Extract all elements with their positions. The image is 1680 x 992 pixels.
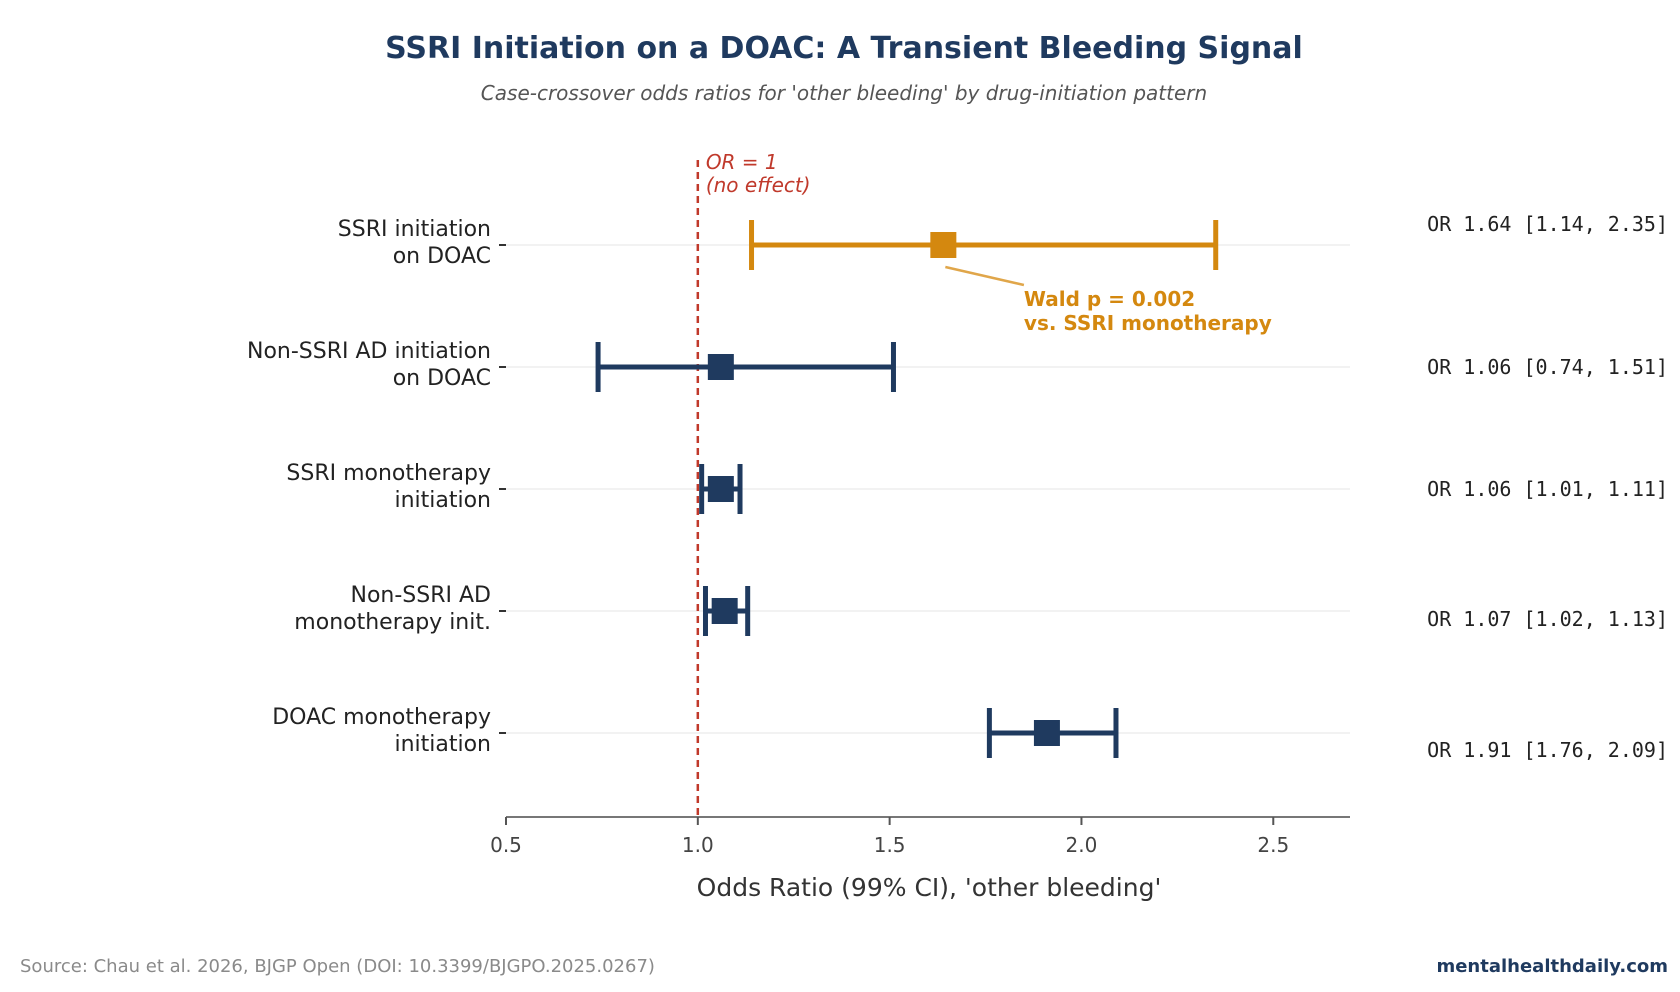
chart-subtitle: Case-crossover odds ratios for 'other bl…: [481, 81, 1207, 105]
category-label: Non-SSRI AD initiation on DOAC: [247, 339, 491, 391]
x-tick-label: 2.0: [1066, 833, 1098, 857]
category-label: SSRI monotherapy initiation: [286, 461, 491, 513]
point-estimate-marker: [930, 232, 957, 258]
point-estimate-marker: [707, 354, 734, 380]
point-estimate-marker: [711, 598, 738, 624]
annotation-wald-p: Wald p = 0.002: [1024, 287, 1195, 311]
point-estimate-marker: [1033, 720, 1060, 746]
x-tick-label: 0.5: [490, 833, 522, 857]
or-value-label: OR 1.07 [1.02, 1.13]: [1427, 607, 1668, 631]
category-label-line2: monotherapy init.: [294, 610, 491, 635]
brand-link[interactable]: mentalhealthdaily.com: [1436, 956, 1668, 977]
annotation-group: Wald p = 0.002 vs. SSRI monotherapy: [945, 265, 1272, 335]
annotation-leader-line: [945, 265, 1025, 287]
x-tick-label: 1.0: [682, 833, 714, 857]
category-label: SSRI initiation on DOAC: [338, 217, 491, 269]
chart-title: SSRI Initiation on a DOAC: A Transient B…: [385, 31, 1303, 66]
x-tick-label: 1.5: [874, 833, 906, 857]
or-value-label: OR 1.06 [0.74, 1.51]: [1427, 355, 1668, 379]
category-label-line1: Non-SSRI AD initiation: [247, 339, 491, 364]
reference-line-label-sub: (no effect): [706, 173, 811, 197]
annotation-comparison: vs. SSRI monotherapy: [1024, 311, 1272, 335]
category-label-line1: SSRI initiation: [338, 217, 491, 242]
source-citation: Source: Chau et al. 2026, BJGP Open (DOI…: [20, 956, 655, 977]
reference-line-label: OR = 1: [706, 150, 778, 174]
category-label-line2: on DOAC: [393, 244, 491, 269]
x-axis-label: Odds Ratio (99% CI), 'other bleeding': [697, 873, 1162, 902]
point-estimate-marker: [707, 476, 734, 502]
category-label: DOAC monotherapy initiation: [272, 705, 491, 757]
reference-line-group: OR = 1 (no effect): [696, 150, 811, 817]
x-tick-label: 2.5: [1257, 833, 1289, 857]
category-label-line1: Non-SSRI AD: [351, 583, 492, 608]
category-label-line1: DOAC monotherapy: [272, 705, 491, 730]
category-label-line2: initiation: [394, 732, 491, 757]
category-label-line1: SSRI monotherapy: [286, 461, 491, 486]
or-value-label: OR 1.06 [1.01, 1.11]: [1427, 477, 1668, 501]
x-axis: 0.5 1.0 1.5 2.0 2.5: [490, 244, 1350, 857]
category-label-line2: initiation: [394, 488, 491, 513]
or-value-label: OR 1.91 [1.76, 2.09]: [1427, 738, 1668, 762]
category-label: Non-SSRI AD monotherapy init.: [294, 583, 491, 635]
or-value-label: OR 1.64 [1.14, 2.35]: [1427, 212, 1668, 236]
category-label-line2: on DOAC: [393, 366, 491, 391]
